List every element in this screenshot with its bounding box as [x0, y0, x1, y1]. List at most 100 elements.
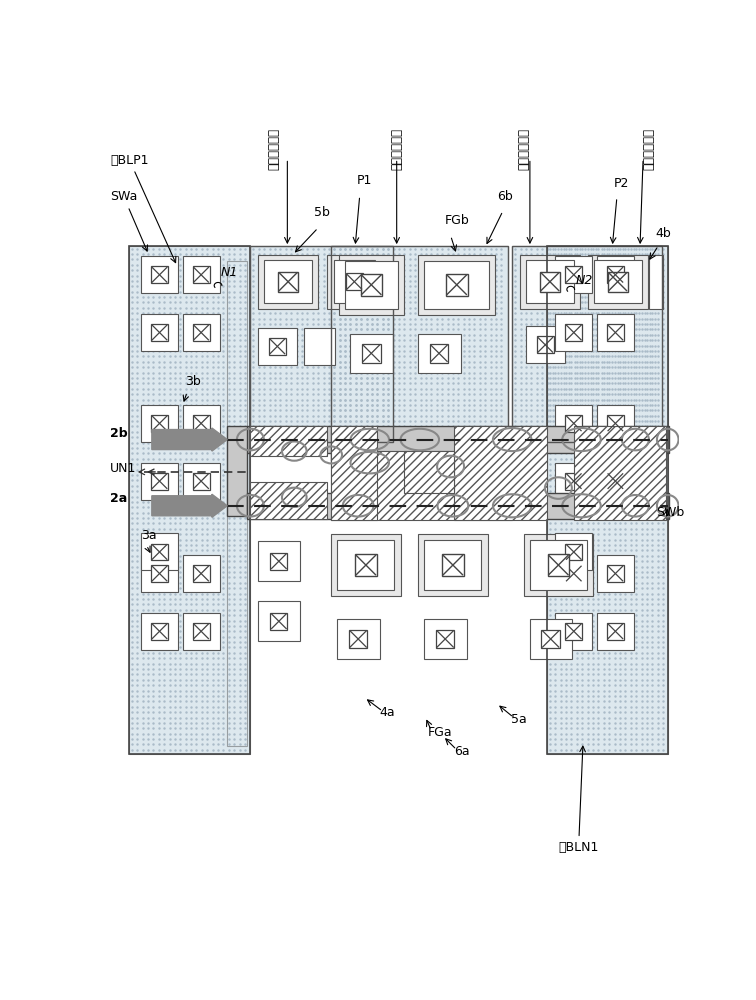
- Bar: [565, 623, 582, 640]
- Bar: [424, 619, 466, 659]
- Bar: [141, 314, 178, 351]
- Bar: [361, 274, 382, 296]
- Bar: [607, 324, 624, 341]
- Bar: [556, 613, 592, 650]
- Bar: [151, 544, 168, 560]
- Text: 6a: 6a: [454, 745, 470, 758]
- Bar: [565, 266, 582, 283]
- Bar: [250, 246, 393, 442]
- Text: 4a: 4a: [380, 706, 395, 719]
- Bar: [524, 534, 593, 596]
- Bar: [574, 426, 666, 520]
- Bar: [183, 314, 219, 351]
- Bar: [151, 415, 168, 432]
- Bar: [331, 426, 377, 520]
- Text: 3b: 3b: [185, 375, 200, 388]
- Bar: [151, 623, 168, 640]
- Bar: [556, 533, 592, 570]
- Text: N1: N1: [221, 266, 238, 279]
- Bar: [141, 613, 178, 650]
- Bar: [540, 272, 560, 292]
- Bar: [345, 273, 363, 290]
- Text: 6b: 6b: [497, 190, 513, 204]
- Bar: [362, 344, 380, 363]
- Bar: [597, 314, 634, 351]
- Bar: [228, 426, 247, 516]
- Bar: [418, 255, 495, 315]
- Bar: [269, 338, 286, 355]
- Bar: [247, 426, 669, 453]
- Text: N2: N2: [575, 274, 593, 287]
- Bar: [418, 334, 460, 373]
- Bar: [183, 555, 219, 592]
- Text: 向BLP1: 向BLP1: [110, 154, 176, 263]
- Text: 第一活性区域: 第一活性区域: [267, 128, 280, 170]
- Bar: [141, 463, 178, 500]
- Bar: [607, 266, 624, 283]
- Bar: [556, 555, 592, 592]
- Bar: [520, 255, 580, 309]
- Bar: [597, 613, 634, 650]
- Bar: [250, 426, 327, 456]
- Bar: [247, 493, 669, 519]
- FancyArrow shape: [152, 494, 228, 517]
- Bar: [271, 613, 287, 630]
- Bar: [608, 272, 627, 292]
- Bar: [418, 534, 488, 596]
- Bar: [331, 246, 508, 461]
- Bar: [193, 266, 209, 283]
- Bar: [193, 623, 209, 640]
- Bar: [565, 544, 582, 560]
- Bar: [141, 256, 178, 293]
- Bar: [565, 473, 582, 490]
- Bar: [339, 255, 404, 315]
- Text: FGb: FGb: [445, 214, 470, 227]
- Bar: [547, 554, 569, 576]
- Bar: [607, 565, 624, 582]
- Text: SWa: SWa: [110, 190, 147, 251]
- Bar: [372, 255, 386, 309]
- Bar: [151, 324, 168, 341]
- Text: 3a: 3a: [141, 529, 156, 542]
- Bar: [547, 246, 668, 754]
- Bar: [141, 533, 178, 570]
- Bar: [151, 266, 168, 283]
- Bar: [141, 405, 178, 442]
- Bar: [331, 246, 508, 461]
- Bar: [597, 405, 634, 442]
- Bar: [446, 274, 467, 296]
- Bar: [430, 344, 448, 363]
- Bar: [327, 255, 381, 309]
- Bar: [151, 473, 168, 490]
- Bar: [556, 314, 592, 351]
- Bar: [607, 473, 624, 490]
- Bar: [129, 246, 250, 754]
- Bar: [530, 619, 572, 659]
- Bar: [547, 246, 668, 754]
- Bar: [424, 261, 489, 309]
- Bar: [193, 565, 209, 582]
- Bar: [141, 555, 178, 592]
- Bar: [333, 260, 375, 303]
- Text: 第三活性区域: 第三活性区域: [643, 128, 655, 170]
- Bar: [337, 540, 395, 590]
- Bar: [258, 601, 300, 641]
- Bar: [513, 246, 662, 442]
- Text: 5a: 5a: [510, 713, 526, 726]
- Bar: [513, 246, 662, 442]
- Bar: [337, 619, 380, 659]
- Bar: [556, 463, 592, 500]
- Bar: [193, 324, 209, 341]
- Bar: [183, 256, 219, 293]
- Bar: [424, 540, 482, 590]
- Bar: [541, 630, 560, 648]
- Bar: [597, 555, 634, 592]
- Text: SWb: SWb: [656, 506, 684, 519]
- Bar: [193, 473, 209, 490]
- Bar: [258, 328, 296, 365]
- Bar: [355, 554, 376, 576]
- Text: FGa: FGa: [427, 726, 452, 739]
- Bar: [278, 272, 298, 292]
- Bar: [151, 565, 168, 582]
- Bar: [349, 630, 367, 648]
